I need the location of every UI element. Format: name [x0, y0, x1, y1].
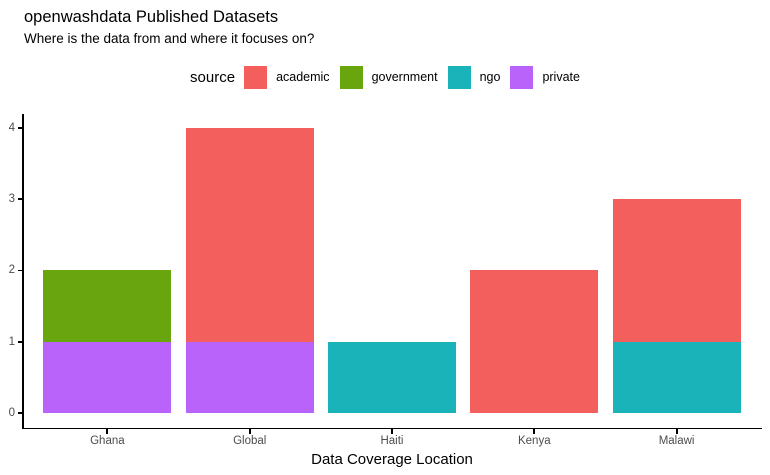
legend-swatch-private: [510, 65, 534, 89]
legend-item-private: private: [510, 65, 580, 89]
x-axis-tick: [106, 429, 109, 434]
y-axis-tick: [17, 412, 22, 414]
bar-segment-government-ghana: [43, 270, 172, 342]
bar-segment-academic-malawi: [612, 199, 741, 342]
y-axis-tick: [17, 198, 22, 200]
legend-swatch-ngo: [447, 65, 471, 89]
legend-title: source: [190, 68, 236, 86]
legend-swatch-government: [339, 65, 363, 89]
legend-label-academic: academic: [276, 70, 330, 84]
y-axis-tick-label: 2: [8, 264, 15, 277]
x-axis-tick: [391, 429, 393, 434]
legend: source academic government ngo private: [0, 58, 770, 96]
bar-segment-ngo-malawi: [612, 341, 741, 413]
y-axis-line: [22, 114, 24, 430]
x-axis-tick-label: Ghana: [90, 435, 125, 447]
y-axis-tick: [17, 126, 22, 129]
y-axis-tick-label: 3: [8, 193, 15, 206]
legend-item-ngo: ngo: [447, 65, 501, 89]
legend-label-government: government: [371, 70, 438, 84]
y-axis-tick-label: 1: [8, 335, 15, 348]
legend-label-private: private: [542, 70, 580, 84]
x-axis-tick-label: Malawi: [658, 435, 695, 447]
bar-segment-academic-global: [185, 127, 314, 342]
legend-label-ngo: ngo: [479, 70, 501, 84]
x-axis-tick-label: Haiti: [380, 435, 404, 447]
chart-title: openwashdata Published Datasets: [24, 8, 279, 26]
x-axis-tick: [675, 429, 678, 434]
chart-subtitle: Where is the data from and where it focu…: [24, 31, 315, 46]
legend-item-academic: academic: [244, 65, 330, 89]
bar-segment-private-global: [185, 341, 314, 413]
x-axis-line: [22, 427, 762, 430]
legend-swatch-academic: [244, 65, 268, 89]
y-axis-tick-label: 0: [8, 407, 15, 419]
y-axis-tick: [17, 340, 22, 343]
x-axis-title: Data Coverage Location: [311, 451, 473, 468]
x-axis-tick-label: Global: [233, 435, 267, 447]
x-axis-tick: [248, 429, 251, 434]
legend-items: academic government ngo private: [244, 65, 580, 89]
bar-segment-ngo-haiti: [327, 341, 457, 413]
legend-item-government: government: [339, 65, 438, 89]
bar-segment-private-ghana: [43, 341, 172, 413]
x-axis-tick-label: Kenya: [517, 435, 551, 447]
bar-segment-academic-kenya: [470, 270, 599, 413]
y-axis-tick: [17, 269, 22, 272]
y-axis-tick-label: 4: [8, 121, 15, 134]
x-axis-tick: [533, 429, 536, 434]
